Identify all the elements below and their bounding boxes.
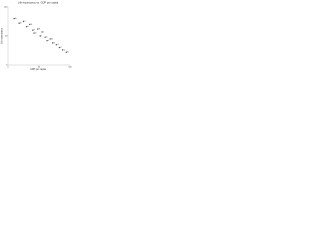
point-label: P — [60, 47, 62, 49]
point-label: A — [15, 17, 17, 20]
point-label: H — [39, 29, 41, 31]
point-label: B — [20, 23, 22, 25]
point — [22, 20, 25, 23]
y-axis-label: Life expectancy — [1, 27, 4, 44]
x-tick-label: 100 — [68, 66, 72, 68]
point — [18, 22, 20, 24]
x-tick-label: 0 — [7, 66, 9, 68]
point — [49, 38, 51, 40]
point-label: R — [67, 52, 69, 54]
point-label: K — [46, 37, 48, 39]
point-label: O — [57, 44, 59, 46]
point — [33, 32, 35, 34]
point-label: N — [54, 42, 56, 44]
point — [13, 17, 15, 20]
point-label: Q — [64, 49, 66, 51]
point-label: G — [35, 33, 37, 35]
point-label: L — [48, 40, 49, 42]
point — [61, 49, 64, 51]
point-label: M — [51, 38, 53, 40]
point-label: J — [43, 31, 44, 33]
point — [46, 39, 48, 42]
chart: Life expectancy vs. GDP per capita GDP p… — [1, 1, 72, 71]
chart-title: Life expectancy vs. GDP per capita — [18, 1, 59, 5]
point — [51, 42, 54, 44]
point-label: E — [31, 24, 33, 26]
point — [41, 31, 43, 33]
y-tick-label: 0 — [6, 65, 8, 67]
point — [25, 26, 28, 28]
point — [55, 44, 58, 46]
point-label: D — [28, 26, 30, 28]
point — [37, 28, 39, 30]
point-label: F — [34, 30, 36, 32]
point-label: C — [25, 21, 27, 23]
point — [32, 29, 34, 31]
point — [39, 35, 41, 37]
x-tick-label: 50 — [38, 66, 41, 68]
y-tick-label: 50 — [5, 36, 8, 38]
page: {"chart_data": {"type": "scatter", "titl… — [0, 0, 72, 72]
x-axis-label: GDP per capita — [30, 68, 46, 71]
point-label: I — [41, 35, 42, 37]
point — [58, 46, 61, 49]
point — [44, 36, 46, 38]
point — [65, 51, 67, 53]
y-tick-label: 100 — [4, 7, 8, 9]
point — [29, 23, 31, 26]
